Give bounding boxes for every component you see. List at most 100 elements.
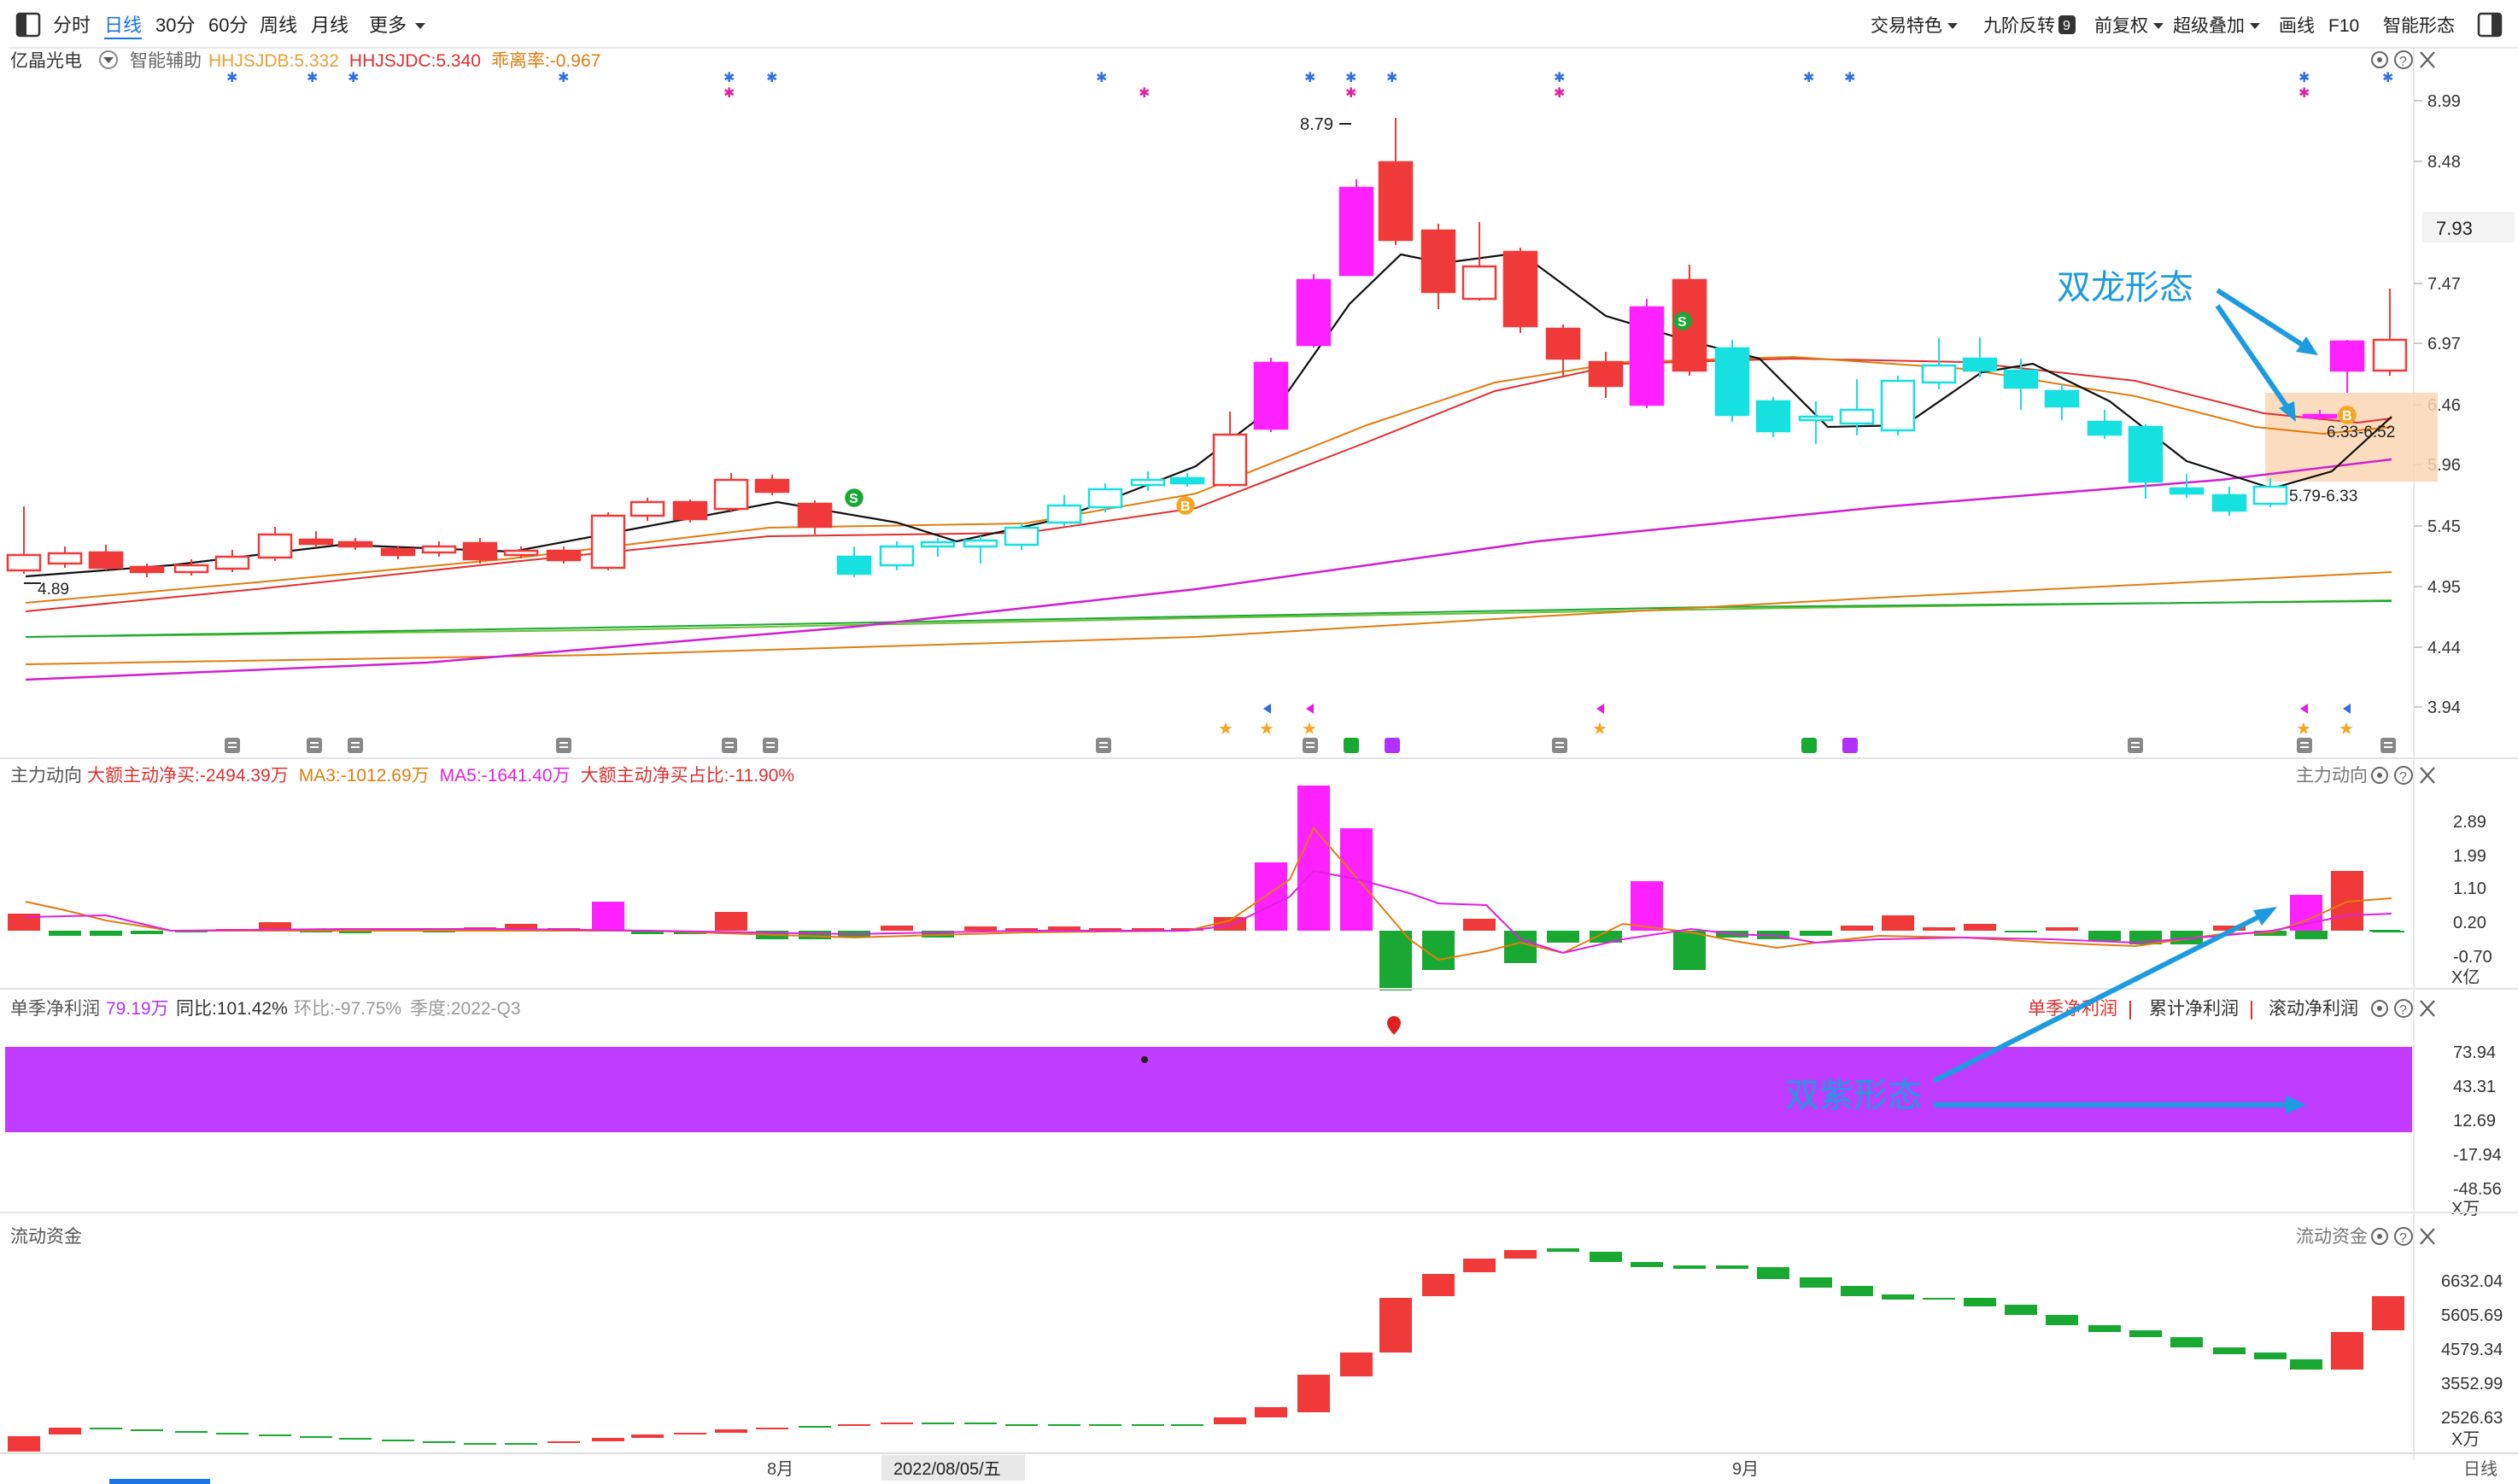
- top-toolbar: 分时 日线 30分 60分 周线 月线 更多 交易特色 九阶反转 9 前复权 超级叠加 画线 F10 智能…: [0, 0, 2518, 48]
- news-marker-icon[interactable]: [2128, 738, 2143, 753]
- profit-close-icon[interactable]: [2420, 1000, 2435, 1017]
- event-star-icon[interactable]: ✱: [1844, 71, 1855, 85]
- star-icon[interactable]: ★: [2339, 720, 2354, 739]
- star-icon[interactable]: ★: [1218, 720, 1233, 739]
- map-pin-icon[interactable]: [1387, 1016, 1401, 1035]
- chevron-down-icon: [415, 23, 425, 29]
- toolbar-item-4[interactable]: 画线: [2279, 16, 2315, 36]
- news-marker-icon[interactable]: [1385, 738, 1400, 753]
- liquidity-close-icon[interactable]: [2420, 1228, 2435, 1245]
- panel-help-icon[interactable]: ?: [2394, 50, 2413, 69]
- toolbar-item-label: 交易特色: [1871, 16, 1942, 36]
- candlesticks: S S B B: [6, 118, 2408, 577]
- period-tab-5[interactable]: 月线: [311, 15, 348, 36]
- event-star-icon[interactable]: ✱: [558, 71, 569, 85]
- news-marker-icon[interactable]: [1552, 738, 1567, 753]
- toolbar-item-1[interactable]: 九阶反转 9: [1983, 15, 2076, 36]
- event-star-icon[interactable]: ✱: [1096, 71, 1107, 85]
- flow-close-icon[interactable]: [2420, 767, 2435, 784]
- flag-icon: [1596, 704, 1604, 714]
- flow-bar: [1673, 931, 1706, 970]
- event-star-icon[interactable]: ✱: [2382, 71, 2393, 85]
- event-star-icon[interactable]: ✱: [1554, 71, 1565, 85]
- news-marker-icon[interactable]: [2297, 738, 2312, 753]
- flow-bar: [90, 931, 122, 936]
- event-star-icon[interactable]: ✱: [2298, 71, 2310, 85]
- indicator-label-3: 大额主动净买占比:-11.90%: [581, 766, 795, 786]
- star-icon[interactable]: ★: [1259, 720, 1274, 739]
- candle: [2302, 410, 2338, 420]
- liquidity-bar: [505, 1443, 537, 1445]
- layout-toggle-icon[interactable]: [2477, 12, 2503, 38]
- news-marker-icon[interactable]: [556, 738, 571, 753]
- assist-dropdown-icon[interactable]: [99, 50, 118, 69]
- profit-tab-cumulative[interactable]: 累计净利润: [2149, 999, 2239, 1019]
- toolbar-item-6[interactable]: 智能形态: [2383, 16, 2455, 36]
- liquidity-tick: 6632.04: [2441, 1272, 2503, 1291]
- news-marker-icon[interactable]: [348, 738, 363, 753]
- event-star-icon[interactable]: ✱: [1304, 71, 1315, 85]
- period-tab-4[interactable]: 周线: [260, 15, 297, 36]
- news-marker-icon[interactable]: [1842, 738, 1858, 753]
- toolbar-item-3[interactable]: 超级叠加: [2173, 16, 2260, 36]
- news-marker-icon[interactable]: [1344, 738, 1359, 753]
- event-star-icon[interactable]: ✱: [1345, 86, 1356, 101]
- period-tab-1[interactable]: 日线: [104, 15, 142, 39]
- profit-settings-icon[interactable]: [2371, 1000, 2388, 1017]
- event-star-icon[interactable]: ✱: [307, 71, 318, 85]
- news-marker-icon[interactable]: [2380, 738, 2396, 753]
- liquidity-tick: 2526.63: [2441, 1409, 2503, 1428]
- liquidity-bar: [2331, 1332, 2363, 1370]
- svg-text:B: B: [1180, 500, 1191, 514]
- period-tab-0[interactable]: 分时: [53, 15, 91, 36]
- event-star-icon[interactable]: ✱: [348, 71, 359, 85]
- toolbar-item-0[interactable]: 交易特色: [1871, 16, 1958, 36]
- star-icon[interactable]: ★: [1302, 720, 1317, 739]
- news-marker-icon[interactable]: [1801, 738, 1817, 753]
- news-marker-icon[interactable]: [225, 738, 240, 753]
- event-star-icon[interactable]: ✱: [1345, 71, 1356, 85]
- event-star-icon[interactable]: ✱: [226, 71, 237, 85]
- price-tick: 5.45: [2427, 517, 2461, 536]
- star-icon[interactable]: ★: [1592, 720, 1607, 739]
- news-marker-icon[interactable]: [1096, 738, 1111, 753]
- liquidity-bar: [1547, 1248, 1579, 1252]
- panel-settings-icon[interactable]: [2371, 51, 2388, 68]
- liquidity-bar: [1255, 1407, 1287, 1417]
- profit-help-icon[interactable]: ?: [2394, 999, 2413, 1018]
- sell-marker-icon: S: [1673, 312, 1692, 330]
- period-tab-6[interactable]: 更多: [369, 15, 425, 36]
- panel-close-icon[interactable]: [2420, 51, 2435, 68]
- liquidity-settings-icon[interactable]: [2371, 1228, 2388, 1245]
- star-icon[interactable]: ★: [2296, 720, 2311, 739]
- event-star-icon[interactable]: ✱: [1386, 71, 1397, 85]
- toolbar-item-label: 前复权: [2094, 16, 2148, 36]
- news-marker-icon[interactable]: [763, 738, 778, 753]
- flow-help-icon[interactable]: ?: [2394, 766, 2413, 785]
- news-marker-icon[interactable]: [1303, 738, 1318, 753]
- news-marker-icon[interactable]: [307, 738, 322, 753]
- event-star-icon[interactable]: ✱: [766, 71, 777, 85]
- indicator-label-1: MA3:-1012.69万: [299, 766, 430, 786]
- period-tab-3[interactable]: 60分: [208, 15, 248, 36]
- indicator-label-1: HHJSJDC:5.340: [349, 51, 481, 71]
- event-star-icon[interactable]: ✱: [1803, 71, 1814, 85]
- flow-settings-icon[interactable]: [2371, 767, 2388, 784]
- scroll-thumb[interactable]: [109, 1479, 210, 1484]
- profit-yoy: 同比:101.42%: [176, 999, 288, 1019]
- profit-tab-rolling[interactable]: 滚动净利润: [2269, 999, 2358, 1019]
- toolbar-item-2[interactable]: 前复权: [2094, 16, 2164, 36]
- toolbar-item-5[interactable]: F10: [2328, 16, 2359, 36]
- event-star-icon[interactable]: ✱: [2298, 86, 2310, 101]
- period-tab-2[interactable]: 30分: [155, 15, 195, 36]
- event-star-icon[interactable]: ✱: [723, 86, 735, 101]
- candle: [2169, 474, 2205, 498]
- event-star-icon[interactable]: ✱: [723, 71, 735, 85]
- liquidity-bar: [1463, 1259, 1496, 1272]
- svg-text:7.93: 7.93: [2436, 218, 2473, 239]
- event-star-icon[interactable]: ✱: [1139, 86, 1150, 101]
- candle: [1212, 412, 1248, 487]
- event-star-icon[interactable]: ✱: [1554, 86, 1565, 101]
- liquidity-help-icon[interactable]: ?: [2394, 1227, 2413, 1246]
- news-marker-icon[interactable]: [722, 738, 737, 753]
